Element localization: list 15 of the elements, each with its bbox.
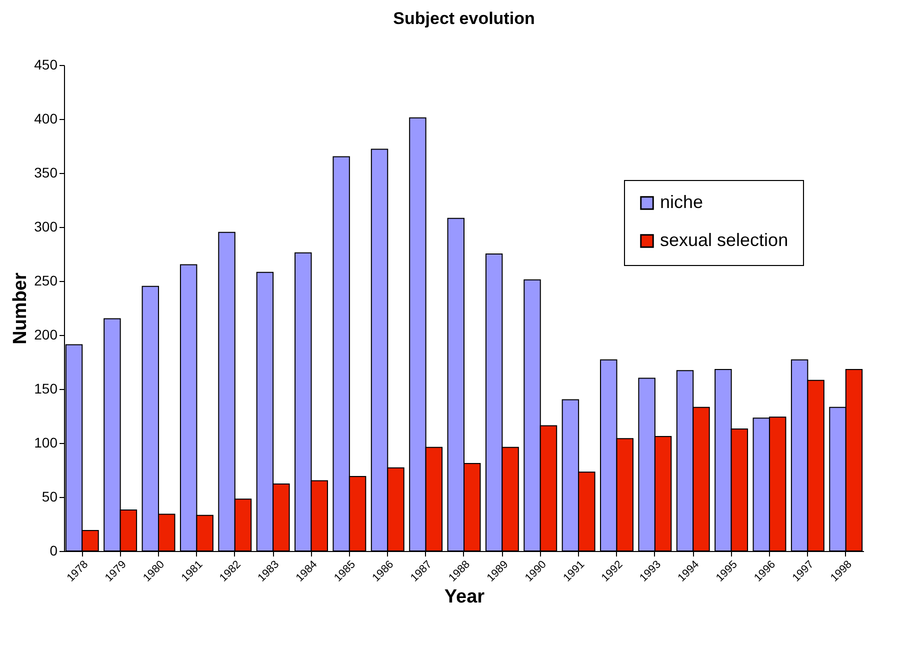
y-tick-label: 200 bbox=[34, 326, 58, 342]
legend-label: sexual selection bbox=[660, 230, 788, 250]
y-tick-label: 150 bbox=[34, 380, 58, 396]
y-tick-label: 250 bbox=[34, 272, 58, 288]
legend-label: niche bbox=[660, 192, 704, 212]
y-tick-label: 300 bbox=[34, 218, 58, 234]
y-tick-label: 50 bbox=[42, 488, 58, 504]
chart-title: Subject evolution bbox=[393, 9, 535, 28]
y-tick-label: 450 bbox=[34, 56, 58, 72]
y-tick-label: 0 bbox=[50, 542, 58, 558]
y-tick-label: 400 bbox=[34, 110, 58, 126]
x-axis-title: Year bbox=[444, 586, 486, 608]
y-tick-label: 350 bbox=[34, 164, 58, 180]
y-axis-title: Number bbox=[10, 272, 32, 344]
y-tick-label: 100 bbox=[34, 434, 58, 450]
